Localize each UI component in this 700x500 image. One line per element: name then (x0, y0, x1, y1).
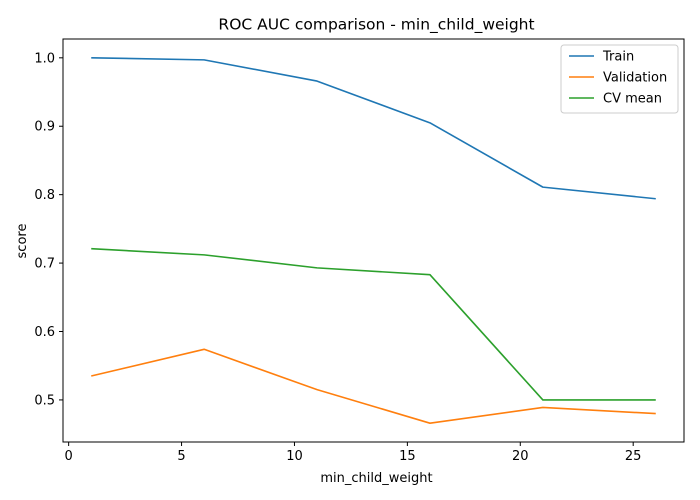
series-layer (91, 57, 656, 424)
y-tick-label: 0.6 (34, 325, 55, 340)
y-axis-label: score (15, 224, 30, 259)
axes-frame (62, 38, 685, 443)
y-tick-label: 0.8 (34, 188, 55, 203)
series-line-train (91, 57, 656, 200)
y-tick-label: 0.5 (34, 393, 55, 408)
legend-box (560, 44, 679, 114)
y-tick-label: 0.9 (34, 120, 55, 135)
legend-label: CV mean (603, 92, 662, 107)
x-tick-label: 15 (399, 449, 416, 464)
y-tick-label: 0.7 (34, 257, 55, 272)
legend-label: Train (602, 50, 634, 65)
axes-layer: 0 5 10 15 20 25 0.5 0.6 0.7 0.8 0.9 1.0 (34, 38, 685, 464)
x-tick-label: 5 (177, 449, 185, 464)
series-line-validation (91, 348, 656, 424)
x-axis-label: min_child_weight (320, 471, 432, 486)
x-tick-label: 25 (625, 449, 642, 464)
series-line-cv-mean (91, 247, 656, 401)
x-tick-label: 0 (65, 449, 73, 464)
legend-label: Validation (603, 71, 667, 86)
x-tick-label: 20 (512, 449, 529, 464)
y-tick-label: 1.0 (34, 51, 55, 66)
chart-title: ROC AUC comparison - min_child_weight (218, 16, 534, 35)
x-tick-label: 10 (286, 449, 303, 464)
legend: Train Validation CV mean (560, 44, 679, 114)
